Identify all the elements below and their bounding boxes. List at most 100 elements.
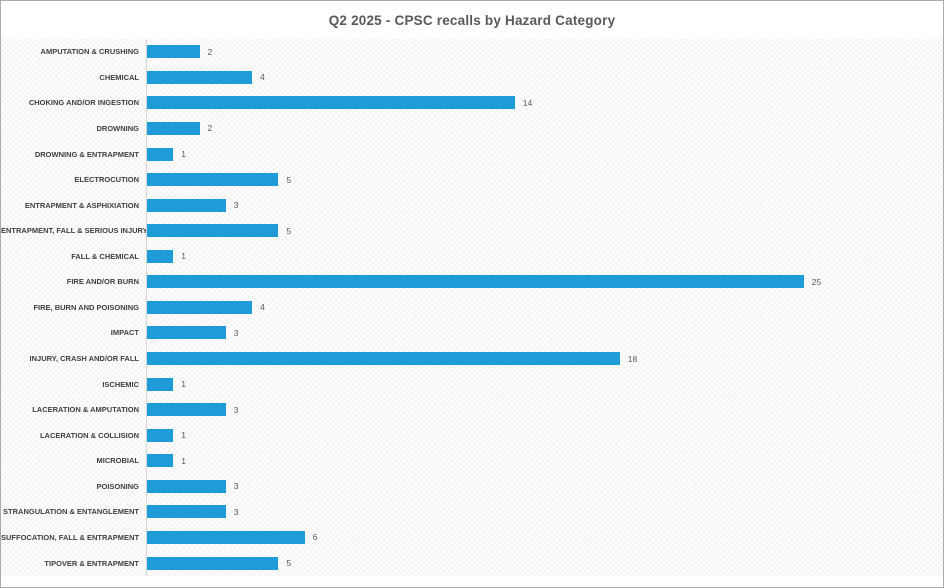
category-label: FIRE AND/OR BURN [66,277,139,287]
category-label: LACERATION & AMPUTATION [32,405,139,415]
bar [147,530,305,544]
chart-row: CHEMICAL 4 [1,64,943,91]
bar [147,249,174,263]
category-label: INJURY, CRASH AND/OR FALL [29,354,139,364]
chart-row: FIRE AND/OR BURN 25 [1,269,943,295]
value-label: 1 [181,251,186,262]
value-label: 14 [522,97,533,108]
value-label: 1 [181,379,186,390]
plot-row: 3 [146,499,943,525]
category-label: ENTRAPMENT, FALL & SERIOUS INJURY [1,226,146,236]
value-label: 25 [811,276,822,287]
chart-row: LACERATION & COLLISION 1 [1,422,943,448]
category-label: CHOKING AND/OR INGESTION [28,98,139,108]
plot-row: 1 [146,371,943,397]
bottom-spacer [1,576,943,587]
bar [147,454,174,468]
plot-row: 5 [146,217,943,244]
plot-row: 2 [146,39,943,65]
value-label: 2 [207,123,213,134]
value-label: 3 [233,404,239,415]
bar [147,147,174,161]
value-label: 1 [181,430,186,441]
plot-row: 3 [146,396,943,423]
chart-row: IMPACT 3 [1,320,943,346]
chart-row: INJURY, CRASH AND/OR FALL 18 [1,345,943,372]
plot-row: 18 [146,345,943,372]
plot-row: 1 [146,448,943,474]
chart-row: AMPUTATION & CRUSHING 2 [1,39,943,65]
chart-row: POISONING 3 [1,473,943,500]
value-label: 1 [181,149,186,160]
value-label: 3 [233,200,239,211]
chart-row: FIRE, BURN AND POISONING 4 [1,294,943,321]
bar [147,45,200,59]
bar [147,352,620,366]
chart-row: TIPOVER & ENTRAPMENT 5 [1,550,943,576]
category-label: AMPUTATION & CRUSHING [40,47,139,57]
chart-row: CHOKING AND/OR INGESTION 14 [1,90,943,116]
value-label: 1 [181,455,186,466]
plot-row: 6 [146,524,943,551]
plot-row: 5 [146,166,943,193]
bar [147,224,279,238]
chart-row: MICROBIAL 1 [1,448,943,474]
bar [147,300,253,314]
bar [147,173,279,187]
value-label: 4 [260,72,265,83]
value-label: 18 [627,353,638,364]
value-label: 6 [312,532,318,543]
value-label: 5 [286,174,292,185]
category-label: FALL & CHEMICAL [71,251,139,261]
chart-row: ISCHEMIC 1 [1,371,943,397]
chart-area: AMPUTATION & CRUSHING 2 CHEMICAL 4 CHOKING A… [1,39,943,576]
chart-title: Q2 2025 - CPSC recalls by Hazard Categor… [1,1,943,39]
plot-row: 2 [146,115,943,142]
plot-row: 5 [146,550,943,576]
category-label: POISONING [96,481,139,491]
value-label: 3 [233,481,239,492]
plot-row: 1 [146,243,943,270]
value-label: 4 [260,302,265,313]
bar [147,377,174,391]
category-label: ENTRAPMENT & ASPHIXIATION [24,200,139,210]
plot-row: 1 [146,141,943,167]
chart-row: DROWNING 2 [1,115,943,142]
plot-row: 3 [146,320,943,346]
plot-row: 3 [146,473,943,500]
category-label: IMPACT [110,328,139,338]
value-label: 5 [286,225,292,236]
bar [147,479,226,493]
plot-row: 3 [146,192,943,218]
chart-row: FALL & CHEMICAL 1 [1,243,943,270]
category-label: TIPOVER & ENTRAPMENT [44,558,139,568]
category-label: DROWNING & ENTRAPMENT [34,149,139,159]
category-label: ELECTROCUTION [74,175,139,185]
bar [147,505,226,519]
chart-row: STRANGULATION & ENTANGLEMENT 3 [1,499,943,525]
value-label: 3 [233,327,239,338]
value-label: 5 [286,558,292,569]
bar [147,403,226,417]
value-label: 2 [207,46,213,57]
bar [147,96,515,110]
plot-row: 4 [146,64,943,91]
bar [147,198,226,212]
plot-row: 25 [146,269,943,295]
category-label: LACERATION & COLLISION [39,430,139,440]
bar [147,275,804,289]
category-label: DROWNING [96,123,140,133]
chart-row: SUFFOCATION, FALL & ENTRAPMENT 6 [1,524,943,551]
category-label: FIRE, BURN AND POISONING [33,302,139,312]
category-label: ISCHEMIC [102,379,139,389]
chart-row: ENTRAPMENT, FALL & SERIOUS INJURY 5 [1,217,943,244]
chart-row: ENTRAPMENT & ASPHIXIATION 3 [1,192,943,218]
chart-row: LACERATION & AMPUTATION 3 [1,396,943,423]
category-label: STRANGULATION & ENTANGLEMENT [3,507,139,517]
plot-row: 4 [146,294,943,321]
category-label: MICROBIAL [96,456,140,466]
chart-row: ELECTROCUTION 5 [1,166,943,193]
chart-row: DROWNING & ENTRAPMENT 1 [1,141,943,167]
category-label: CHEMICAL [99,72,139,82]
